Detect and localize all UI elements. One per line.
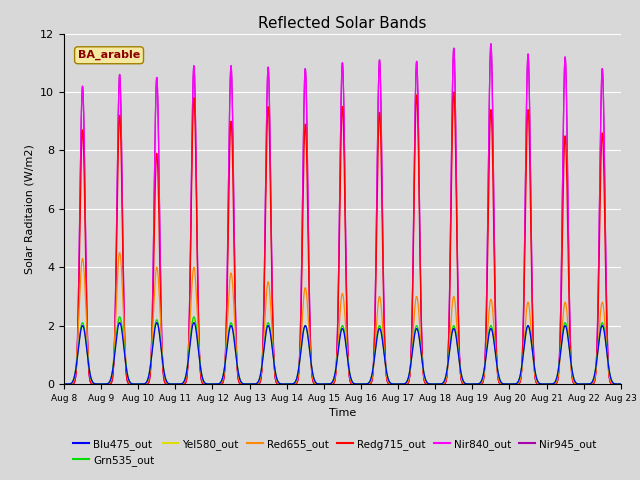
Line: Redg715_out: Redg715_out [64,92,621,384]
Nir840_out [587,381,595,387]
Redg715_out [483,303,491,309]
Blu475_out [250,381,257,387]
Redg715_out [324,381,332,387]
Blu475_out [594,352,602,358]
Grn535_out [250,381,257,387]
Line: Yel580_out: Yel580_out [64,320,621,384]
Yel580_out [324,381,332,387]
Redg715_out [250,381,257,387]
Blu475_out [324,381,332,387]
Y-axis label: Solar Raditaion (W/m2): Solar Raditaion (W/m2) [24,144,35,274]
Red655_out [467,381,475,387]
Blu475_out [587,381,595,386]
Nir945_out [467,381,475,387]
Redg715_out [60,381,68,387]
Blu475_out [116,320,124,325]
Red655_out [594,352,602,358]
Blu475_out [467,381,475,387]
Redg715_out [617,381,625,387]
Red655_out [324,381,332,387]
Nir840_out [60,381,68,387]
Grn535_out [324,381,332,387]
Nir840_out [487,41,495,47]
Nir945_out [587,381,595,387]
Line: Red655_out: Red655_out [64,252,621,384]
Yel580_out [250,381,257,387]
Grn535_out [483,346,491,351]
Line: Nir840_out: Nir840_out [64,44,621,384]
Yel580_out [467,381,475,387]
Title: Reflected Solar Bands: Reflected Solar Bands [258,16,427,31]
Text: BA_arable: BA_arable [78,50,140,60]
Nir945_out [324,381,332,387]
Grn535_out [594,350,602,356]
Nir945_out [594,325,602,331]
Grn535_out [467,381,475,387]
Line: Blu475_out: Blu475_out [64,323,621,384]
Grn535_out [587,381,595,386]
Legend: Blu475_out, Grn535_out, Yel580_out, Red655_out, Redg715_out, Nir840_out, Nir945_: Blu475_out, Grn535_out, Yel580_out, Red6… [69,435,600,470]
Nir840_out [483,289,490,295]
Nir840_out [467,381,475,387]
Grn535_out [116,314,124,320]
Nir840_out [250,381,257,387]
Redg715_out [467,381,475,387]
Redg715_out [594,336,602,342]
X-axis label: Time: Time [329,408,356,418]
Grn535_out [60,381,68,387]
Yel580_out [594,352,602,358]
Red655_out [60,381,68,387]
Nir945_out [60,381,68,387]
Nir945_out [483,289,490,295]
Nir945_out [617,381,625,387]
Nir840_out [617,381,625,387]
Blu475_out [617,381,625,387]
Blu475_out [483,348,491,353]
Red655_out [116,250,124,255]
Nir945_out [487,41,495,47]
Redg715_out [587,381,595,387]
Yel580_out [587,381,595,386]
Yel580_out [483,348,491,353]
Nir840_out [324,381,332,387]
Line: Nir945_out: Nir945_out [64,44,621,384]
Red655_out [250,381,257,387]
Blu475_out [60,381,68,387]
Yel580_out [617,381,625,387]
Yel580_out [60,381,68,387]
Red655_out [617,381,625,387]
Yel580_out [116,317,124,323]
Nir945_out [250,381,257,387]
Red655_out [483,341,491,347]
Grn535_out [617,381,625,387]
Red655_out [587,381,595,387]
Line: Grn535_out: Grn535_out [64,317,621,384]
Redg715_out [450,89,458,95]
Nir840_out [594,325,602,331]
